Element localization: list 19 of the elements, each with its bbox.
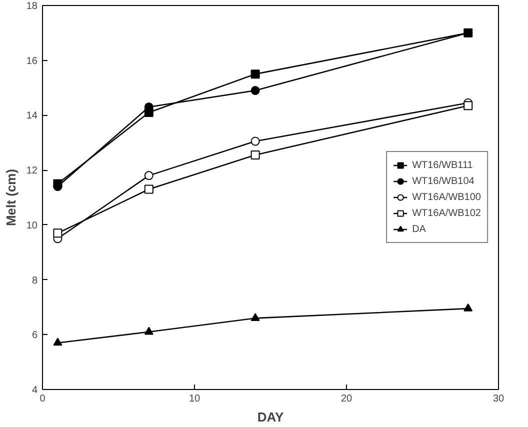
y-tick-label: 18 (26, 1, 38, 12)
x-tick-label: 30 (492, 394, 504, 404)
legend-label: DA (412, 222, 427, 236)
y-axis-title: Melt (cm) (3, 168, 18, 226)
legend-label: WT16A/WB102 (412, 206, 481, 220)
legend-label: WT16A/WB100 (412, 190, 481, 204)
x-tick-label: 0 (40, 394, 46, 404)
y-tick-label: 6 (32, 330, 38, 342)
legend-label: WT16/WB111 (412, 158, 473, 172)
x-axis-title: DAY (257, 410, 284, 424)
y-tick-label: 8 (32, 275, 38, 286)
y-tick-label: 16 (26, 56, 38, 67)
y-tick-label: 12 (26, 166, 38, 177)
y-tick-label: 4 (32, 385, 38, 396)
x-tick-label: 10 (188, 394, 200, 404)
y-tick-label: 14 (26, 110, 38, 122)
y-tick-label: 10 (26, 220, 38, 232)
x-tick-label: 20 (340, 394, 352, 404)
legend-label: WT16/WB104 (412, 174, 474, 188)
